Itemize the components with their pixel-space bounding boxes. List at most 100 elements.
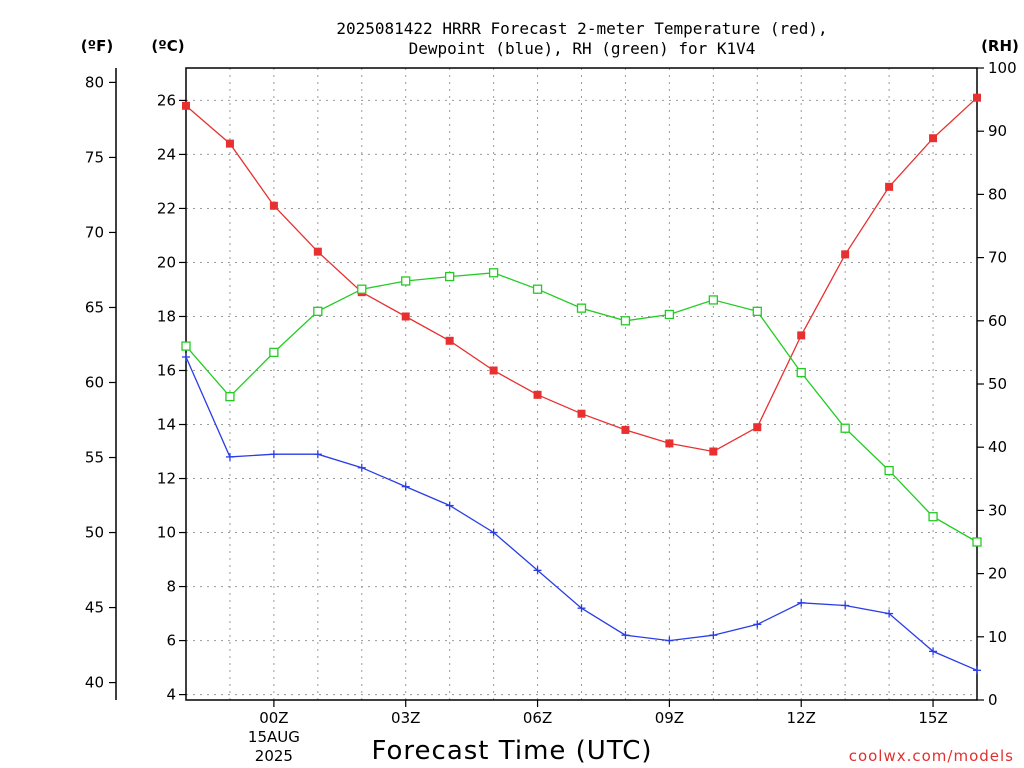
- axes: 4 6 8 10 12 14 16 18 20 22 24 26 40 45 50 55 60 65 70 75 80 0…: [85, 59, 1017, 765]
- data-point: [182, 352, 190, 361]
- data-point: [313, 247, 322, 256]
- rh-tick-label: 30: [988, 501, 1007, 519]
- data-point: [577, 604, 586, 613]
- x-tick-date-label: 15AUG: [248, 728, 300, 746]
- fahrenheit-tick-label: 70: [85, 223, 104, 241]
- celsius-tick-label: 14: [157, 416, 176, 434]
- data-point: [884, 465, 894, 476]
- x-tick-label: 09Z: [655, 709, 684, 727]
- data-point: [885, 609, 894, 618]
- data-point: [357, 463, 366, 472]
- celsius-tick-label: 16: [157, 361, 176, 379]
- x-tick-label: 12Z: [787, 709, 816, 727]
- data-point: [225, 452, 234, 461]
- rh-tick-label: 80: [988, 185, 1007, 203]
- x-tick-label: 00Z: [259, 709, 288, 727]
- x-tick-date-label: 2025: [255, 747, 293, 765]
- rh-tick-label: 40: [988, 438, 1007, 456]
- data-point: [665, 636, 674, 645]
- data-point: [225, 391, 235, 402]
- data-point: [181, 341, 191, 351]
- fahrenheit-tick-label: 80: [85, 73, 104, 91]
- data-point: [709, 631, 718, 640]
- rh-unit-label: (RH): [981, 37, 1019, 55]
- data-point: [929, 647, 938, 656]
- data-point: [533, 390, 542, 399]
- data-point: [488, 268, 499, 278]
- celsius-tick-label: 10: [157, 524, 176, 542]
- data-point: [489, 366, 498, 375]
- data-point: [533, 566, 542, 575]
- x-axis-title: Forecast Time (UTC): [371, 736, 652, 766]
- data-point: [841, 250, 850, 259]
- data-point: [489, 528, 498, 537]
- celsius-tick-label: 4: [166, 686, 176, 704]
- rh-tick-label: 0: [988, 691, 998, 709]
- rh-tick-label: 90: [988, 122, 1007, 140]
- data-point: [182, 101, 190, 110]
- data-point: [885, 182, 894, 191]
- fahrenheit-tick-label: 65: [85, 298, 104, 316]
- data-point: [225, 139, 234, 148]
- data-point: [401, 482, 410, 491]
- fahrenheit-tick-label: 50: [85, 524, 104, 542]
- rh-tick-label: 60: [988, 312, 1007, 330]
- data-point: [621, 631, 630, 640]
- data-point: [313, 306, 323, 316]
- data-point: [401, 276, 411, 286]
- data-point: [269, 201, 278, 210]
- rh-tick-label: 100: [988, 59, 1017, 77]
- celsius-tick-label: 6: [166, 632, 176, 650]
- data-point: [664, 309, 675, 320]
- x-tick-label: 03Z: [391, 709, 420, 727]
- data-series: [181, 93, 982, 675]
- celsius-tick-label: 12: [157, 470, 176, 488]
- rh-tick-label: 20: [988, 565, 1007, 583]
- data-point: [665, 439, 674, 448]
- x-tick-label: 06Z: [523, 709, 552, 727]
- data-point: [620, 316, 631, 326]
- data-point: [973, 666, 981, 675]
- data-point: [796, 367, 806, 378]
- fahrenheit-tick-label: 55: [85, 449, 104, 467]
- data-point: [752, 306, 762, 316]
- data-point: [576, 303, 587, 313]
- fahrenheit-tick-label: 75: [85, 148, 104, 166]
- data-point: [753, 423, 762, 432]
- celsius-tick-label: 8: [166, 578, 176, 596]
- celsius-tick-label: 24: [157, 145, 176, 163]
- data-point: [313, 450, 322, 459]
- data-point: [445, 336, 454, 345]
- data-point: [357, 284, 367, 294]
- fahrenheit-tick-label: 40: [85, 674, 104, 692]
- data-point: [840, 423, 850, 433]
- data-point: [972, 537, 982, 547]
- rh-tick-label: 50: [988, 375, 1007, 393]
- chart-title-line-1: 2025081422 HRRR Forecast 2-meter Tempera…: [336, 19, 827, 38]
- celsius-tick-label: 20: [157, 253, 176, 271]
- data-point: [797, 598, 806, 607]
- data-point: [445, 501, 454, 510]
- chart-title-line-2: Dewpoint (blue), RH (green) for K1V4: [409, 39, 756, 58]
- data-point: [797, 331, 806, 340]
- data-point: [753, 620, 762, 629]
- data-point: [445, 271, 455, 282]
- celsius-tick-label: 22: [157, 199, 176, 217]
- data-point: [973, 93, 981, 102]
- data-point: [577, 409, 586, 418]
- fahrenheit-unit-label: (ºF): [81, 37, 113, 55]
- celsius-unit-label: (ºC): [151, 37, 184, 55]
- data-point: [269, 450, 278, 459]
- series-line: [185, 356, 978, 671]
- data-point: [401, 312, 410, 321]
- data-point: [928, 512, 938, 522]
- data-point: [929, 134, 938, 143]
- celsius-tick-label: 26: [157, 91, 176, 109]
- rh-tick-label: 70: [988, 249, 1007, 267]
- data-point: [269, 347, 279, 358]
- rh-tick-label: 10: [988, 628, 1007, 646]
- data-point: [841, 601, 850, 610]
- data-point: [532, 284, 543, 294]
- data-point: [621, 425, 630, 434]
